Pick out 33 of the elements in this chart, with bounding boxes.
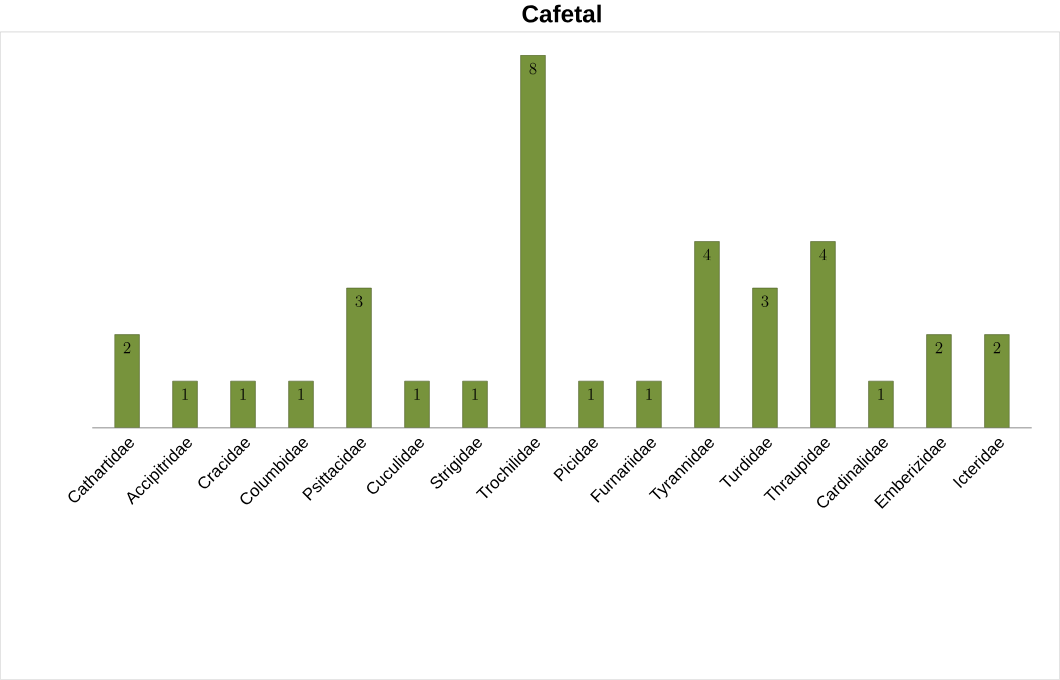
data-label: 8 xyxy=(529,62,537,75)
data-label: 1 xyxy=(646,388,652,400)
bar xyxy=(926,334,952,428)
bar xyxy=(462,380,488,428)
bar xyxy=(346,287,372,428)
data-label: 3 xyxy=(761,295,769,308)
data-label: 4 xyxy=(819,248,827,261)
data-label: 2 xyxy=(993,342,1001,354)
chart-title: Cafetal xyxy=(522,4,601,23)
data-label: 1 xyxy=(472,388,478,400)
data-label: 1 xyxy=(182,388,188,400)
data-label: 1 xyxy=(414,388,420,400)
data-label: 1 xyxy=(298,388,304,400)
data-label: 2 xyxy=(935,342,943,354)
bar xyxy=(172,380,198,428)
data-label: 4 xyxy=(703,248,711,261)
data-label: 2 xyxy=(123,342,131,354)
bar xyxy=(230,380,256,428)
bar xyxy=(752,287,778,428)
data-label: 3 xyxy=(355,295,363,308)
bar xyxy=(636,380,662,428)
data-label: 1 xyxy=(240,388,246,400)
bar xyxy=(868,380,894,428)
bar xyxy=(288,380,314,428)
bar xyxy=(810,241,836,428)
bar xyxy=(694,241,720,428)
bar xyxy=(984,334,1010,428)
bar xyxy=(520,55,546,428)
bar xyxy=(578,380,604,428)
bar xyxy=(404,380,430,428)
bar xyxy=(114,334,140,428)
data-label: 1 xyxy=(878,388,884,400)
data-label: 1 xyxy=(588,388,594,400)
